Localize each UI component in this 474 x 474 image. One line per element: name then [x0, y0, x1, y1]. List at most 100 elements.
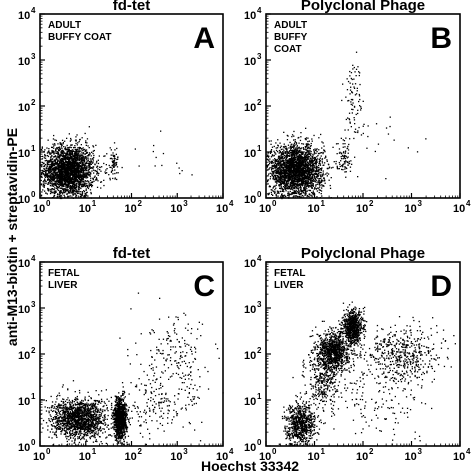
- data-point: [283, 176, 285, 179]
- data-point: [72, 193, 74, 196]
- data-point: [60, 179, 62, 182]
- data-point: [284, 177, 286, 179]
- data-point: [93, 149, 95, 152]
- data-point: [53, 160, 55, 162]
- data-point: [292, 181, 295, 183]
- data-point: [83, 173, 85, 176]
- data-point: [45, 182, 47, 185]
- data-point: [309, 173, 311, 175]
- data-point: [283, 172, 285, 174]
- data-point: [59, 187, 61, 189]
- data-point: [319, 160, 321, 162]
- data-point: [58, 177, 60, 180]
- data-point: [62, 163, 64, 165]
- data-point: [67, 189, 69, 191]
- data-point: [112, 173, 114, 175]
- data-point: [288, 180, 290, 183]
- data-point: [50, 156, 52, 158]
- data-point: [81, 152, 83, 154]
- data-point: [81, 192, 84, 194]
- data-point: [64, 166, 66, 169]
- data-point: [266, 164, 268, 166]
- data-point: [319, 152, 321, 154]
- data-point: [319, 168, 322, 170]
- y-tick-exponent: 3: [31, 52, 36, 61]
- data-point: [51, 151, 54, 153]
- data-point: [67, 149, 69, 151]
- data-point: [320, 133, 322, 136]
- data-point: [114, 156, 116, 158]
- data-point: [110, 171, 113, 173]
- data-point: [40, 173, 43, 175]
- data-point: [311, 178, 313, 180]
- data-point: [77, 164, 79, 167]
- data-point: [106, 153, 108, 155]
- data-point: [278, 152, 280, 154]
- data-point: [307, 158, 309, 160]
- data-point: [75, 185, 77, 187]
- data-point: [59, 183, 61, 185]
- data-point: [59, 162, 61, 164]
- data-point: [81, 186, 83, 188]
- data-point: [47, 182, 50, 184]
- data-point: [306, 182, 309, 184]
- data-point: [62, 160, 65, 163]
- data-point: [49, 158, 52, 160]
- data-point: [292, 175, 294, 178]
- data-point: [55, 176, 58, 178]
- data-point: [304, 157, 306, 159]
- data-point: [275, 149, 278, 152]
- data-point: [74, 178, 76, 180]
- data-point: [49, 174, 51, 176]
- data-point: [69, 186, 71, 188]
- data-point: [307, 144, 309, 146]
- data-point: [47, 177, 49, 179]
- data-point: [67, 169, 69, 171]
- data-point: [304, 193, 306, 195]
- data-point: [329, 187, 332, 189]
- data-point: [299, 139, 302, 142]
- data-point: [310, 168, 313, 170]
- data-point: [76, 168, 78, 170]
- data-point: [311, 182, 313, 184]
- data-point: [313, 177, 315, 179]
- data-point: [289, 193, 291, 195]
- data-point: [300, 179, 302, 181]
- data-point: [49, 171, 51, 173]
- data-point: [275, 159, 278, 162]
- x-tick-exponent: 3: [183, 199, 188, 208]
- data-point: [84, 176, 86, 178]
- data-point: [86, 185, 89, 187]
- data-point: [83, 190, 85, 192]
- data-point: [57, 153, 59, 155]
- data-point: [43, 185, 45, 187]
- data-point: [279, 174, 281, 176]
- data-point: [321, 160, 323, 162]
- data-point: [304, 138, 306, 140]
- data-point: [278, 155, 281, 157]
- data-point: [85, 161, 88, 163]
- data-point: [324, 162, 326, 164]
- data-point: [298, 146, 300, 148]
- data-point: [66, 162, 68, 164]
- data-point: [307, 170, 310, 172]
- data-point: [313, 159, 316, 161]
- data-point: [67, 192, 70, 194]
- data-point: [289, 155, 291, 157]
- data-point: [71, 166, 73, 168]
- data-point: [279, 190, 281, 193]
- data-point: [62, 149, 64, 152]
- data-point: [53, 194, 56, 197]
- data-point: [312, 163, 314, 165]
- data-point: [284, 195, 287, 197]
- data-point: [75, 180, 77, 182]
- data-point: [280, 153, 283, 155]
- data-point: [54, 161, 56, 163]
- data-point: [315, 167, 317, 169]
- data-point: [269, 152, 272, 154]
- data-point: [308, 176, 310, 178]
- data-point: [53, 180, 55, 182]
- data-point: [72, 167, 75, 169]
- data-point: [68, 133, 70, 135]
- data-point: [56, 151, 58, 153]
